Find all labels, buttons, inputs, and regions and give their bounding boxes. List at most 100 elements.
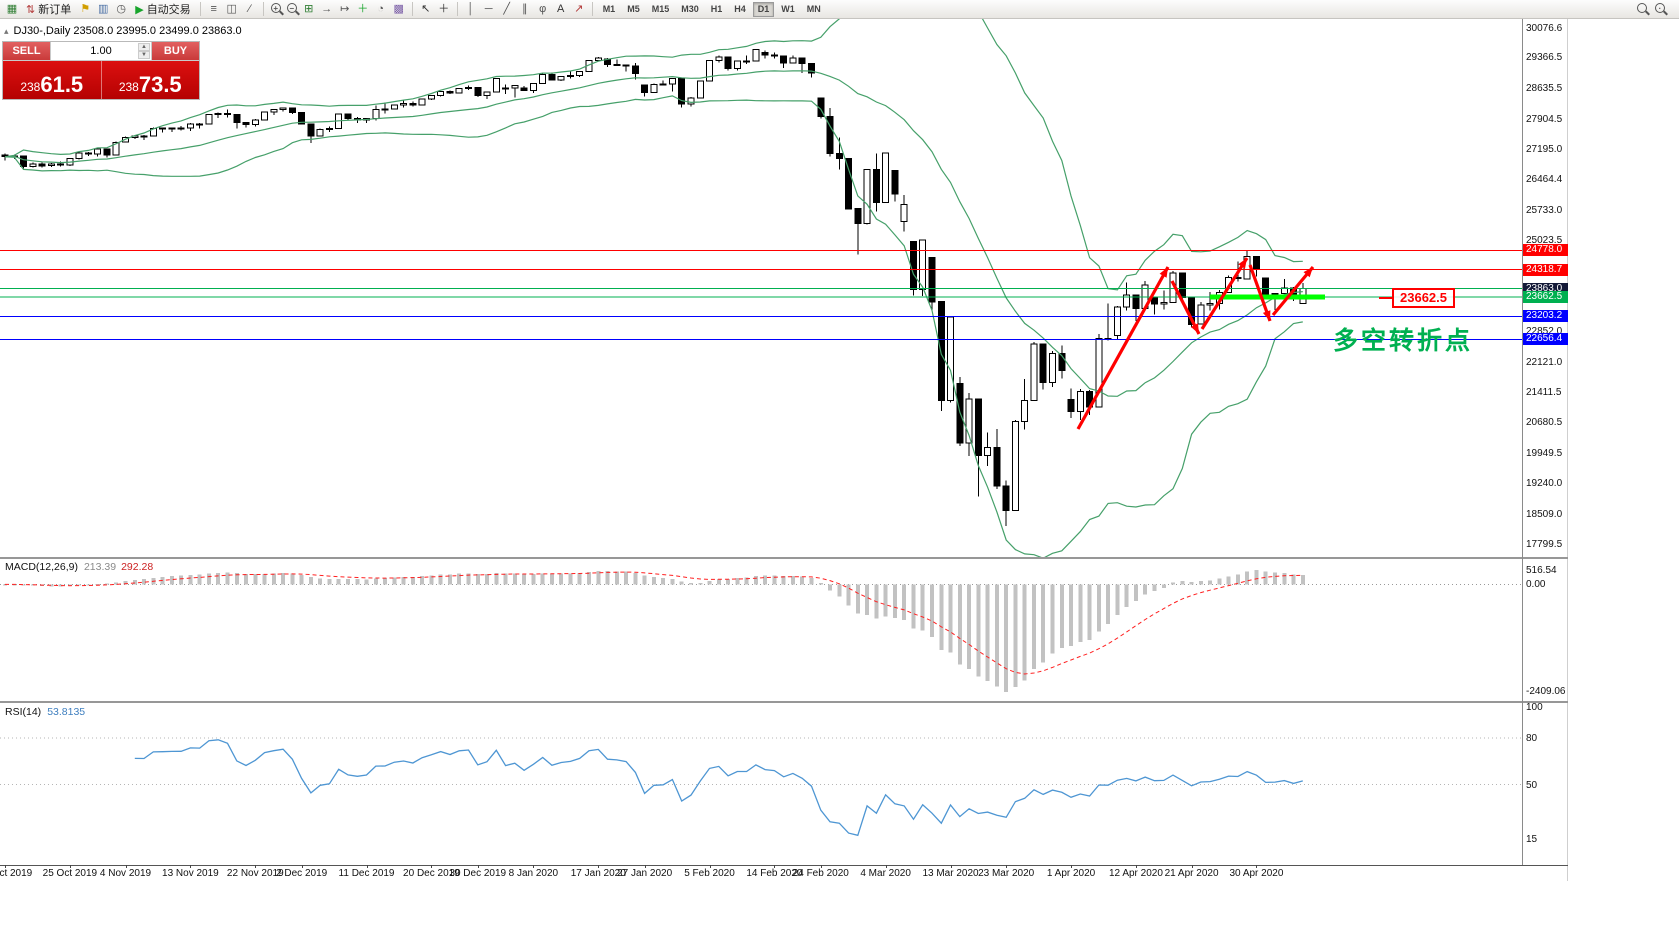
date-axis-label: 22 Nov 2019	[226, 868, 284, 879]
volume-up-button[interactable]: ▲	[138, 43, 150, 51]
timeframe-w1[interactable]: W1	[781, 4, 795, 14]
rsi-label: RSI(14) 53.8135	[5, 706, 85, 718]
price-level-tag[interactable]: 24318.7	[1523, 263, 1568, 276]
trend-zigzag-arrows[interactable]	[1076, 257, 1315, 430]
price-level-tag[interactable]: 23662.5	[1523, 291, 1568, 304]
chart-title-text: DJ30-,Daily 23508.0 23995.0 23499.0 2386…	[13, 25, 242, 37]
price-level-tag[interactable]: 22656.4	[1523, 333, 1568, 346]
date-axis-label: 27 Jan 2020	[617, 868, 673, 879]
history-center-icon[interactable]: ◷	[116, 2, 127, 15]
timeframe-m15[interactable]: M15	[651, 4, 670, 14]
date-tick	[1135, 865, 1137, 868]
auto-trading-button-icon: ▶	[135, 3, 144, 16]
new-order-button[interactable]: ⇅ 新订单	[21, 1, 76, 18]
timeframe-h1[interactable]: H1	[710, 4, 723, 14]
candlestick-chart-icon[interactable]: ◫	[226, 2, 237, 15]
chart-shift-icon[interactable]: ↦	[340, 2, 350, 15]
new-chart-icon[interactable]: ▦	[6, 2, 18, 15]
chart-window[interactable]: ▴ DJ30-,Daily 23508.0 23995.0 23499.0 23…	[0, 19, 1568, 881]
rsi-scale-label: 80	[1526, 733, 1538, 744]
vertical-line-icon[interactable]: │	[467, 2, 475, 15]
top-toolbar: ▦ ⇅ 新订单 ⚑ ▥ ◷ ▶ 自动交易 ≡ ◫ ∕ + − ⊞ → ↦ ＋ ◔ ▩ ↖ ＋ │ ─ ╱ ∥ φ A ↗ M1 M5 M15…	[0, 0, 1679, 19]
macd-scale-label: 0.00	[1526, 579, 1546, 591]
price-annotation-label[interactable]: 23662.5	[1379, 288, 1455, 308]
macd-plot[interactable]	[0, 558, 1522, 702]
cursor-icon[interactable]: ↖	[421, 2, 431, 15]
templates-icon[interactable]: ▩	[393, 2, 404, 15]
price-scale-label: 25733.0	[1526, 205, 1563, 217]
find-symbol-icon[interactable]: ·	[1652, 1, 1668, 17]
timeframe-d1[interactable]: D1	[752, 1, 775, 17]
auto-trading-button[interactable]: ▶ 自动交易	[130, 1, 195, 18]
fibonacci-icon[interactable]: φ	[539, 2, 547, 15]
auto-scroll-icon[interactable]: →	[321, 2, 333, 15]
one-click-top-row: SELL ▲ ▼ BUY	[3, 42, 199, 61]
date-tick	[709, 865, 711, 868]
zoom-tool-icon[interactable]	[1634, 1, 1650, 17]
price-level-tag[interactable]: 23203.2	[1523, 310, 1568, 323]
buy-price[interactable]: 238 73.5	[101, 61, 199, 99]
price-scale-label: 30076.6	[1526, 22, 1563, 34]
toolbar-separator	[411, 2, 413, 16]
zoom-out-icon[interactable]: −	[284, 1, 300, 17]
toolbar-separator	[262, 2, 264, 16]
line-chart-icon[interactable]: ∕	[248, 2, 251, 15]
buy-price-big: 73.5	[138, 72, 182, 97]
date-tick	[69, 865, 71, 868]
main-plot[interactable]	[0, 19, 1522, 557]
rsi-panel-separator[interactable]	[0, 701, 1568, 703]
macd-value-2: 292.28	[121, 561, 154, 573]
date-axis-label: 14 Feb 2020	[746, 868, 803, 879]
crosshair-icon[interactable]: ＋	[438, 2, 450, 15]
arrows-icon[interactable]: ↗	[574, 2, 584, 15]
date-axis-label: 16 Oct 2019	[0, 868, 33, 879]
macd-scale-label: 516.54	[1526, 565, 1557, 576]
price-level-tag[interactable]: 24778.0	[1523, 244, 1568, 257]
indicators-icon[interactable]: ＋	[357, 2, 369, 15]
timeframe-m1[interactable]: M1	[602, 4, 616, 14]
timeframe-m5[interactable]: M5	[627, 4, 640, 14]
price-scale-label: 17799.5	[1526, 538, 1563, 550]
toolbar-right-groups: ·	[1634, 1, 1676, 17]
timeframe-mn[interactable]: MN	[806, 4, 821, 14]
trendline-icon[interactable]: ╱	[503, 2, 510, 15]
one-click-prices: 238 61.5 238 73.5	[3, 61, 199, 99]
price-scale-label: 22852.0	[1526, 326, 1563, 338]
timeframe-m30[interactable]: M30	[681, 4, 699, 14]
channel-icon[interactable]: ∥	[521, 2, 528, 15]
volume-input[interactable]	[51, 42, 151, 60]
timeframe-h4[interactable]: H4	[734, 4, 746, 14]
new-order-button-label: 新订单	[38, 4, 72, 16]
macd-panel-separator[interactable]	[0, 557, 1568, 559]
level-lines[interactable]	[0, 249, 1522, 340]
macd-histogram	[3, 570, 1305, 692]
zoom-in-icon[interactable]: +	[268, 1, 284, 17]
turning-point-annotation[interactable]: 多空转折点	[1333, 327, 1474, 355]
sell-price-small: 238	[20, 80, 41, 94]
bar-chart-icon[interactable]: ≡	[210, 2, 217, 15]
date-tick	[820, 865, 822, 868]
one-click-toggle-icon[interactable]: ▴	[4, 25, 9, 36]
toolbar-separator	[456, 2, 458, 16]
text-icon[interactable]: A	[557, 2, 565, 15]
alert-icon[interactable]: ⚑	[80, 2, 91, 15]
date-axis-label: 13 Nov 2019	[162, 868, 219, 879]
date-tick	[598, 865, 600, 868]
price-scale-label: 27195.0	[1526, 143, 1563, 155]
market-watch-icon[interactable]: ▥	[98, 2, 109, 15]
volume-down-button[interactable]: ▼	[138, 51, 150, 59]
rsi-plot[interactable]	[0, 703, 1522, 865]
sell-button[interactable]: SELL	[3, 42, 50, 60]
buy-button[interactable]: BUY	[152, 42, 199, 60]
horizontal-line-icon[interactable]: ─	[484, 2, 493, 15]
date-axis-label: 12 Apr 2020	[1108, 868, 1163, 879]
date-tick	[885, 865, 887, 868]
date-tick	[431, 865, 433, 868]
tile-windows-icon[interactable]: ⊞	[304, 2, 314, 15]
rsi-line	[134, 739, 1303, 837]
date-tick	[644, 865, 646, 868]
rsi-scale-label: 15	[1526, 833, 1538, 845]
periods-icon[interactable]: ◔	[377, 2, 385, 15]
sell-price[interactable]: 238 61.5	[3, 61, 102, 99]
